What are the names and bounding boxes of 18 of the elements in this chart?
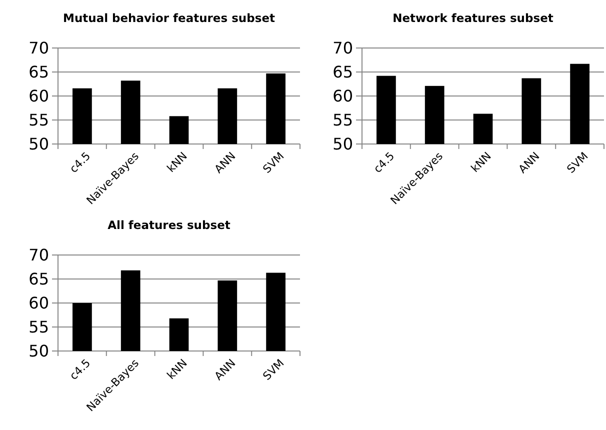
y-tick-label: 55 (332, 110, 353, 130)
y-tick-label: 60 (28, 294, 49, 313)
y-tick-label: 55 (28, 110, 49, 130)
y-tick-label: 70 (28, 38, 49, 58)
y-tick-label: 65 (28, 62, 49, 82)
y-tick-label: 60 (332, 86, 353, 106)
chart-title: Mutual behavior features subset (63, 11, 276, 25)
y-tick-label: 65 (332, 62, 353, 82)
y-tick-label: 65 (28, 270, 49, 289)
y-tick-label: 50 (28, 342, 49, 361)
y-tick-label: 70 (332, 38, 353, 58)
y-tick-label: 55 (28, 318, 49, 337)
y-tick-label: 60 (28, 86, 49, 106)
y-tick-label: 70 (28, 246, 49, 265)
y-tick-label: 50 (28, 134, 49, 154)
y-tick-label: 50 (332, 134, 353, 154)
chart-title: All features subset (108, 218, 231, 232)
chart-title: Network features subset (392, 11, 554, 25)
